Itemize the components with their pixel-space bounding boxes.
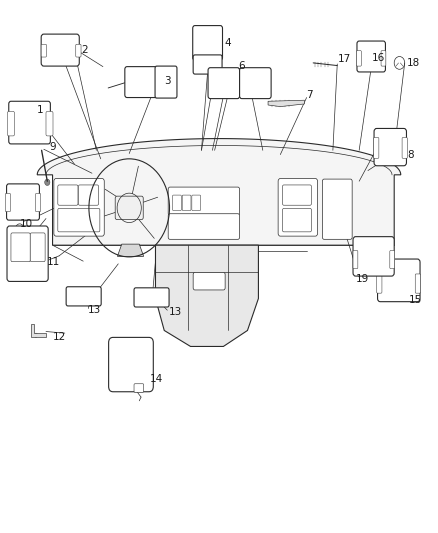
FancyBboxPatch shape bbox=[381, 51, 386, 66]
FancyBboxPatch shape bbox=[208, 68, 240, 99]
Text: 6: 6 bbox=[239, 61, 245, 71]
FancyBboxPatch shape bbox=[125, 67, 159, 98]
Polygon shape bbox=[120, 245, 142, 256]
FancyBboxPatch shape bbox=[7, 184, 39, 220]
FancyBboxPatch shape bbox=[76, 44, 81, 57]
FancyBboxPatch shape bbox=[374, 128, 406, 166]
Text: 2: 2 bbox=[81, 45, 88, 55]
FancyBboxPatch shape bbox=[78, 185, 99, 205]
FancyBboxPatch shape bbox=[193, 26, 223, 60]
Circle shape bbox=[45, 179, 50, 185]
FancyBboxPatch shape bbox=[7, 111, 14, 136]
Text: 8: 8 bbox=[407, 150, 414, 159]
FancyBboxPatch shape bbox=[193, 272, 225, 290]
FancyBboxPatch shape bbox=[9, 101, 50, 144]
FancyBboxPatch shape bbox=[278, 179, 318, 236]
Polygon shape bbox=[31, 324, 46, 337]
FancyBboxPatch shape bbox=[357, 51, 361, 66]
FancyBboxPatch shape bbox=[322, 179, 352, 239]
Text: 13: 13 bbox=[88, 305, 101, 315]
FancyBboxPatch shape bbox=[41, 44, 46, 57]
Text: 13: 13 bbox=[169, 307, 182, 317]
FancyBboxPatch shape bbox=[134, 384, 144, 392]
FancyBboxPatch shape bbox=[377, 274, 382, 293]
FancyBboxPatch shape bbox=[41, 34, 79, 66]
FancyBboxPatch shape bbox=[415, 274, 420, 293]
FancyBboxPatch shape bbox=[402, 138, 407, 158]
FancyBboxPatch shape bbox=[7, 226, 48, 281]
FancyBboxPatch shape bbox=[168, 214, 240, 239]
FancyBboxPatch shape bbox=[192, 195, 201, 211]
FancyBboxPatch shape bbox=[134, 288, 169, 307]
FancyBboxPatch shape bbox=[109, 337, 153, 392]
FancyBboxPatch shape bbox=[30, 233, 45, 262]
Text: 14: 14 bbox=[150, 375, 163, 384]
Text: 9: 9 bbox=[49, 142, 56, 151]
FancyBboxPatch shape bbox=[11, 233, 30, 262]
FancyBboxPatch shape bbox=[378, 259, 420, 302]
Text: 18: 18 bbox=[406, 58, 420, 68]
FancyBboxPatch shape bbox=[66, 287, 101, 306]
FancyBboxPatch shape bbox=[374, 138, 379, 158]
FancyBboxPatch shape bbox=[54, 179, 104, 236]
FancyBboxPatch shape bbox=[35, 193, 41, 212]
FancyBboxPatch shape bbox=[115, 196, 143, 220]
FancyBboxPatch shape bbox=[46, 111, 53, 136]
FancyBboxPatch shape bbox=[390, 251, 395, 269]
FancyBboxPatch shape bbox=[168, 187, 240, 215]
Text: 3: 3 bbox=[164, 76, 171, 86]
FancyBboxPatch shape bbox=[353, 251, 358, 269]
FancyBboxPatch shape bbox=[283, 185, 311, 205]
FancyBboxPatch shape bbox=[283, 208, 311, 232]
FancyBboxPatch shape bbox=[182, 195, 191, 211]
Text: 11: 11 bbox=[47, 257, 60, 267]
FancyBboxPatch shape bbox=[193, 55, 222, 74]
Polygon shape bbox=[37, 139, 401, 245]
FancyBboxPatch shape bbox=[240, 68, 271, 99]
FancyBboxPatch shape bbox=[357, 41, 385, 72]
Polygon shape bbox=[268, 100, 304, 107]
Text: 7: 7 bbox=[307, 90, 313, 100]
Text: 1: 1 bbox=[37, 105, 44, 115]
FancyBboxPatch shape bbox=[5, 193, 11, 212]
Text: 15: 15 bbox=[409, 295, 422, 304]
Polygon shape bbox=[117, 244, 144, 256]
Text: 19: 19 bbox=[356, 274, 369, 284]
Text: 12: 12 bbox=[53, 332, 66, 342]
Text: 17: 17 bbox=[338, 54, 351, 63]
FancyBboxPatch shape bbox=[58, 185, 78, 205]
FancyBboxPatch shape bbox=[58, 208, 100, 232]
FancyBboxPatch shape bbox=[155, 66, 177, 98]
Text: 16: 16 bbox=[372, 53, 385, 62]
Text: 10: 10 bbox=[20, 219, 33, 229]
FancyBboxPatch shape bbox=[173, 195, 181, 211]
Polygon shape bbox=[155, 245, 258, 346]
Circle shape bbox=[34, 333, 38, 337]
Text: 4: 4 bbox=[224, 38, 231, 47]
FancyBboxPatch shape bbox=[353, 237, 394, 276]
